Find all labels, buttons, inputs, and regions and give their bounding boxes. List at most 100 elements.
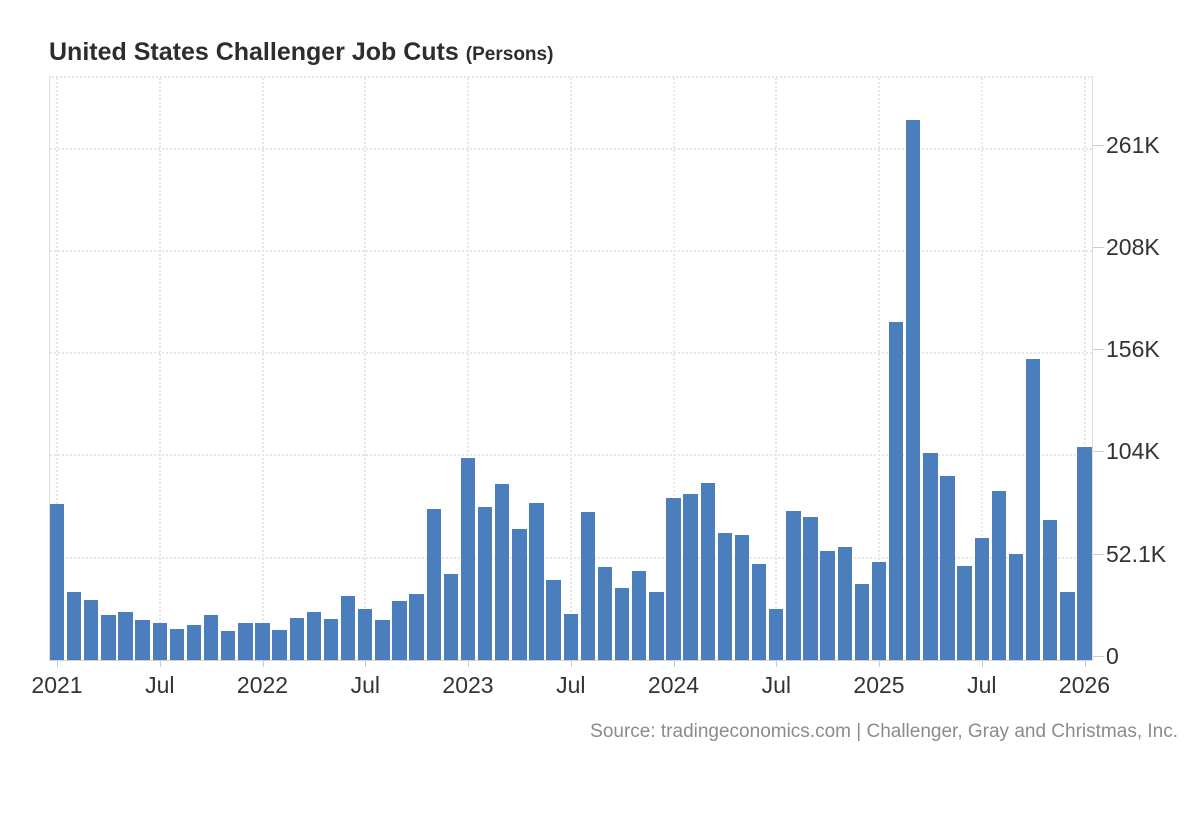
bar[interactable]	[683, 493, 698, 660]
bar[interactable]	[272, 630, 287, 660]
bar[interactable]	[717, 532, 733, 660]
bar[interactable]	[392, 601, 407, 660]
v-gridline	[158, 78, 161, 660]
v-gridline	[1083, 78, 1086, 660]
bar[interactable]	[563, 613, 578, 660]
bar[interactable]	[820, 550, 835, 660]
x-axis-tick-label: 2025	[853, 672, 905, 698]
bar[interactable]	[940, 475, 955, 660]
bar[interactable]	[597, 566, 613, 660]
bar[interactable]	[1077, 447, 1092, 660]
bar[interactable]	[546, 580, 561, 660]
bar[interactable]	[203, 615, 219, 660]
y-axis-tick-mark	[1093, 246, 1104, 248]
v-gridline	[672, 78, 675, 660]
bar[interactable]	[1043, 520, 1058, 660]
bar[interactable]	[84, 599, 99, 660]
bar[interactable]	[666, 498, 681, 660]
x-axis-tick-label: 2022	[236, 672, 289, 698]
x-axis-tick-mark	[570, 661, 572, 667]
bar[interactable]	[289, 618, 304, 660]
bar[interactable]	[1008, 553, 1024, 660]
bar[interactable]	[495, 483, 510, 660]
bar[interactable]	[477, 507, 493, 660]
y-axis-tick-label: 0	[1106, 643, 1119, 669]
y-axis-tick-label: 104K	[1106, 438, 1160, 465]
bar[interactable]	[786, 511, 801, 660]
bar[interactable]	[580, 512, 596, 660]
bar[interactable]	[854, 583, 870, 660]
bar[interactable]	[751, 564, 767, 660]
bar[interactable]	[649, 591, 664, 660]
bar[interactable]	[426, 509, 441, 660]
bar[interactable]	[1060, 591, 1075, 660]
bar[interactable]	[460, 457, 476, 660]
x-axis-tick-mark	[1084, 661, 1086, 667]
bar[interactable]	[375, 619, 390, 660]
bar[interactable]	[306, 612, 322, 660]
x-axis-tick-label: Jul	[145, 672, 175, 698]
v-gridline	[56, 78, 58, 660]
y-axis-tick-mark	[1093, 553, 1104, 555]
y-axis-tick-label: 156K	[1106, 336, 1160, 363]
bar[interactable]	[152, 622, 167, 660]
v-gridline	[980, 78, 983, 660]
bar[interactable]	[340, 596, 356, 660]
bar[interactable]	[255, 622, 270, 660]
y-axis-tick-label: 208K	[1106, 233, 1160, 260]
bar[interactable]	[923, 453, 938, 660]
bar[interactable]	[700, 482, 715, 660]
bar[interactable]	[871, 562, 887, 660]
y-axis-tick-mark	[1093, 144, 1104, 146]
bar[interactable]	[358, 609, 373, 660]
bar[interactable]	[769, 609, 784, 660]
bar[interactable]	[66, 592, 82, 660]
bar[interactable]	[221, 630, 236, 660]
v-gridline	[467, 78, 469, 660]
x-axis-tick-mark	[776, 661, 778, 667]
x-axis-tick-mark	[365, 661, 367, 667]
bar[interactable]	[991, 491, 1007, 660]
plot-area[interactable]	[49, 76, 1093, 661]
v-gridline	[775, 78, 778, 660]
v-gridline	[364, 78, 367, 660]
v-gridline	[569, 78, 572, 660]
bar[interactable]	[632, 570, 647, 660]
bar[interactable]	[614, 587, 630, 660]
x-axis-tick-mark	[879, 661, 880, 667]
bar[interactable]	[1025, 359, 1041, 660]
bar[interactable]	[323, 619, 339, 660]
bar[interactable]	[409, 593, 424, 660]
y-axis-tick-mark	[1093, 656, 1104, 657]
bar[interactable]	[957, 565, 972, 660]
v-gridline	[878, 78, 880, 660]
bar[interactable]	[118, 611, 133, 660]
bar[interactable]	[734, 534, 750, 660]
bar[interactable]	[906, 119, 921, 660]
bar[interactable]	[169, 629, 185, 660]
bar[interactable]	[529, 502, 544, 660]
y-axis-tick-label: 52.1K	[1106, 540, 1167, 567]
bar[interactable]	[837, 546, 852, 660]
bar[interactable]	[186, 624, 202, 660]
bar[interactable]	[888, 322, 904, 660]
x-axis-tick-mark	[57, 661, 58, 667]
bar[interactable]	[101, 615, 116, 660]
y-axis-tick-mark	[1093, 349, 1104, 351]
x-axis-tick-label: Jul	[556, 672, 586, 698]
bar[interactable]	[443, 574, 459, 660]
bar[interactable]	[803, 517, 818, 660]
x-axis-tick-label: 2026	[1058, 672, 1111, 698]
bar[interactable]	[238, 622, 253, 660]
bar[interactable]	[512, 528, 527, 660]
x-axis-tick-mark	[468, 661, 469, 667]
y-axis-tick-mark	[1093, 451, 1104, 453]
x-axis-tick-mark	[159, 661, 161, 667]
bar[interactable]	[974, 538, 989, 660]
v-gridline	[261, 78, 264, 660]
chart-title-unit: (Persons)	[465, 44, 554, 65]
bar[interactable]	[50, 503, 65, 660]
x-axis-tick-mark	[673, 661, 675, 667]
bar[interactable]	[135, 619, 150, 660]
